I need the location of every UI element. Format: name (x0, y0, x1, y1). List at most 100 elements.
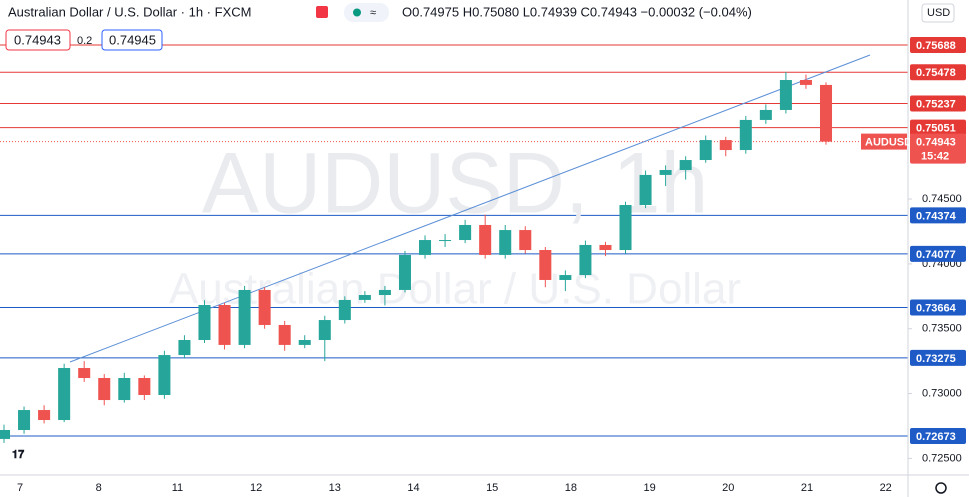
y-tick-label: 0.74500 (922, 193, 962, 205)
level-label: 0.73275 (916, 353, 956, 365)
indicator-toggle[interactable] (344, 3, 389, 22)
candle-body (18, 410, 31, 431)
chart-title: Australian Dollar / U.S. Dollar · 1h · F… (8, 4, 251, 19)
level-label-box (910, 207, 966, 224)
candle-body (779, 80, 792, 110)
candle-body (699, 140, 712, 161)
level-label-box (910, 427, 966, 444)
level-label: 0.74077 (916, 249, 956, 261)
y-tick-label: 0.73000 (922, 387, 962, 399)
flag-icon[interactable] (316, 6, 328, 18)
candle-body (238, 289, 251, 345)
sell-button[interactable] (5, 29, 71, 51)
last-price-box (910, 133, 966, 164)
x-tick-label: 11 (172, 482, 183, 494)
candle-body (298, 340, 311, 345)
candle-body (579, 244, 592, 276)
level-label-box (910, 95, 966, 112)
candle-body (439, 240, 452, 242)
currency: USD (927, 7, 950, 19)
level-label: 0.75237 (916, 98, 956, 110)
candle-body (799, 80, 812, 85)
candle-body (358, 295, 371, 300)
dot-icon (353, 8, 361, 17)
candle-body (419, 240, 432, 255)
x-tick-label: 8 (96, 482, 102, 494)
candle-body (539, 250, 552, 280)
candle-body (739, 119, 752, 151)
candle-body (78, 368, 91, 379)
x-tick-label: 12 (250, 482, 262, 494)
level-label: 0.75051 (916, 123, 956, 135)
candle-body (198, 304, 211, 341)
y-tick-label: 0.73500 (922, 323, 962, 335)
candle-body (599, 244, 612, 251)
x-tick-label: 19 (643, 482, 655, 494)
candle-body (398, 254, 411, 290)
x-tick-label: 20 (722, 482, 734, 494)
candle-body (378, 289, 391, 296)
logo: 𝟏𝟕 (12, 449, 25, 461)
symbol-box (861, 133, 907, 150)
last-price-label: 0.74943 (916, 137, 956, 149)
level-label: 0.73664 (916, 302, 957, 314)
candle-body (158, 355, 171, 395)
candle-body (278, 324, 291, 345)
candle-body (258, 289, 271, 325)
x-tick-label: 14 (407, 482, 419, 494)
buy-button[interactable] (101, 29, 163, 51)
symbol-label: AUDUSD (865, 137, 912, 149)
level-label: 0.75478 (916, 67, 956, 79)
x-tick-label: 13 (329, 482, 341, 494)
spread: 0.2 (77, 35, 92, 47)
level-label-box (910, 245, 966, 262)
candle-body (499, 230, 512, 255)
candle-body (38, 410, 51, 421)
level-label-box (910, 119, 966, 136)
candle-body (118, 378, 131, 401)
y-tick-label: 0.72500 (922, 452, 962, 464)
candle-body (58, 368, 71, 421)
level-label: 0.74374 (916, 210, 957, 222)
candle-body (619, 205, 632, 251)
layer: 0.75688 0.75478 0.75237 0.75051 0.74374 0.740… (0, 36, 966, 444)
candle-body (98, 378, 111, 401)
sell-price: 0.74943 (14, 32, 61, 47)
countdown: 15:42 (921, 151, 949, 163)
candle-body (459, 224, 472, 241)
level-label-box (910, 299, 966, 316)
x-tick-label: 7 (17, 482, 23, 494)
x-tick-label: 21 (801, 482, 813, 494)
ohlc-text: O0.74975 H0.75080 L0.74939 C0.74943 −0.0… (402, 4, 752, 19)
candle-body (679, 160, 692, 171)
candle-body (178, 340, 191, 356)
level-label-box (910, 349, 966, 366)
x-tick-label: 18 (565, 482, 577, 494)
candle-body (479, 224, 492, 255)
level-label: 0.72673 (916, 431, 956, 443)
x-tick-label: 15 (486, 482, 498, 494)
candle-body (318, 320, 331, 341)
candle-body (559, 275, 572, 280)
x-tick-label: 22 (880, 482, 892, 494)
wave-icon: ≈ (370, 7, 376, 19)
settings-icon[interactable] (935, 482, 947, 494)
candle-body (639, 174, 652, 206)
buy-price: 0.74945 (109, 32, 156, 47)
level-label-box (910, 36, 966, 53)
candle-body (519, 230, 532, 251)
candle-body (338, 299, 351, 321)
watermark-name: Australian Dollar / U.S. Dollar (169, 265, 741, 314)
candle-body (659, 170, 672, 175)
level-label: 0.75688 (916, 40, 956, 52)
candle-body (218, 304, 231, 345)
candle-body (138, 378, 151, 395)
watermark: AUDUSD, 1h (202, 136, 709, 232)
candle-body (759, 109, 772, 120)
candle-body (0, 430, 11, 439)
level-label-box (910, 64, 966, 81)
currency-button[interactable] (921, 3, 955, 23)
candle-body (719, 140, 732, 151)
